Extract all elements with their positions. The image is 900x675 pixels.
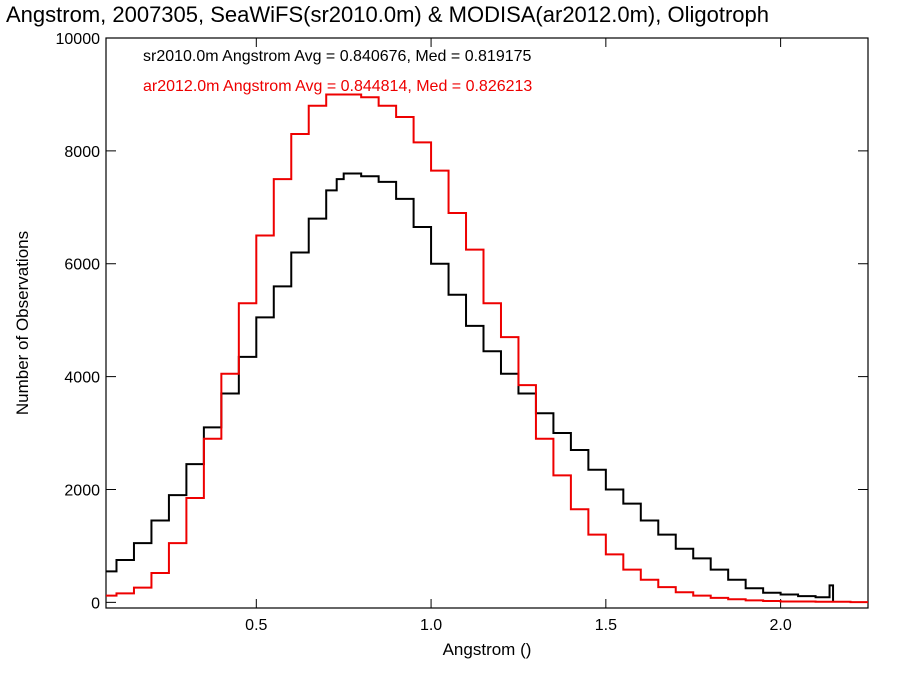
y-tick-label: 4000 bbox=[64, 370, 100, 387]
x-tick-label: 1.0 bbox=[420, 617, 442, 634]
x-tick-label: 1.5 bbox=[595, 617, 617, 634]
y-tick-label: 6000 bbox=[64, 257, 100, 274]
histogram-series bbox=[106, 93, 868, 604]
x-tick-label: 2.0 bbox=[769, 617, 791, 634]
plot-frame bbox=[105, 37, 869, 609]
y-tick-label: 8000 bbox=[64, 144, 100, 161]
stats-annotation-ar2012: ar2012.0m Angstrom Avg = 0.844814, Med =… bbox=[143, 78, 532, 95]
x-axis-label: Angstrom () bbox=[443, 640, 532, 659]
y-tick-label: 2000 bbox=[64, 482, 100, 499]
chart-title: Angstrom, 2007305, SeaWiFS(sr2010.0m) & … bbox=[6, 2, 769, 27]
series-line-ar2012 bbox=[106, 93, 868, 604]
stats-annotation-sr2010: sr2010.0m Angstrom Avg = 0.840676, Med =… bbox=[143, 48, 532, 65]
y-tick-label: 0 bbox=[91, 595, 100, 612]
y-tick-label: 10000 bbox=[56, 31, 101, 48]
y-axis-ticks: 0 2000 4000 6000 8000 10000 bbox=[56, 31, 868, 612]
series-line-sr2010 bbox=[106, 172, 835, 603]
x-axis-ticks: 0.5 1.0 1.5 2.0 bbox=[245, 38, 792, 634]
y-axis-label: Number of Observations bbox=[13, 231, 32, 415]
x-tick-label: 0.5 bbox=[245, 617, 267, 634]
